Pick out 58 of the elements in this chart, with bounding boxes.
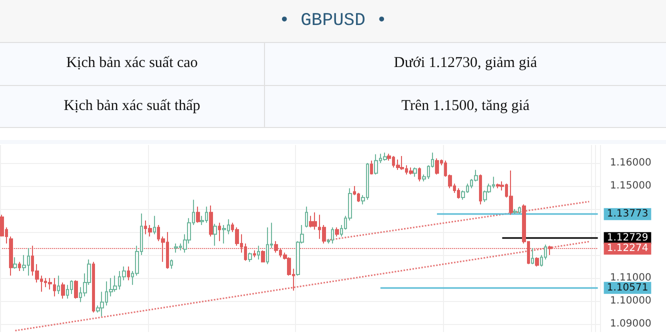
candlestick bbox=[13, 256, 17, 270]
candlestick bbox=[305, 206, 308, 228]
candlestick bbox=[66, 284, 69, 300]
text: Kịch bản xác suất thấp bbox=[0, 85, 264, 127]
text: Dưới 1.12730, giảm giá bbox=[264, 43, 666, 85]
candlestick bbox=[127, 266, 130, 281]
candlestick bbox=[509, 170, 513, 216]
y-tick-label: 1.11000 bbox=[610, 272, 652, 284]
candlestick bbox=[396, 158, 400, 170]
candlestick bbox=[513, 208, 517, 214]
y-tick-label: 1.09000 bbox=[610, 318, 652, 330]
candlestick bbox=[113, 275, 117, 292]
candlestick bbox=[218, 222, 221, 242]
candlestick bbox=[74, 280, 78, 300]
candlestick bbox=[213, 223, 217, 246]
candlestick bbox=[383, 152, 387, 162]
candlestick bbox=[479, 174, 482, 205]
candlestick bbox=[153, 215, 156, 235]
candlestick bbox=[331, 226, 334, 244]
candlestick bbox=[309, 215, 313, 228]
candlestick bbox=[53, 277, 56, 297]
candlestick bbox=[418, 167, 421, 182]
ref-line-label: 1.12274 bbox=[606, 243, 648, 254]
candlestick bbox=[57, 275, 60, 295]
text: Trên 1.1500, tăng giá bbox=[264, 85, 666, 127]
ref-line-label: 1.13773 bbox=[606, 208, 648, 220]
candlestick bbox=[335, 226, 339, 238]
candlestick bbox=[409, 167, 413, 175]
y-tick-label: 1.16000 bbox=[610, 157, 652, 168]
y-tick-label: 1.10000 bbox=[610, 295, 652, 306]
candlestick bbox=[257, 245, 260, 260]
candlestick bbox=[61, 282, 65, 300]
candlestick bbox=[531, 248, 534, 265]
candlestick bbox=[374, 154, 378, 175]
candlestick bbox=[413, 167, 417, 178]
candlestick bbox=[400, 156, 404, 170]
candlestick bbox=[248, 252, 252, 262]
text: Kịch bản xác suất cao bbox=[0, 43, 264, 85]
candlestick bbox=[313, 212, 317, 230]
candlestick bbox=[209, 204, 213, 238]
candlestick bbox=[457, 188, 460, 200]
candlestick bbox=[496, 183, 500, 189]
chart-title: • GBPUSD • bbox=[0, 0, 666, 43]
candlestick bbox=[370, 160, 373, 175]
candlestick bbox=[48, 277, 52, 290]
candlestick bbox=[435, 158, 439, 175]
candlestick bbox=[266, 226, 269, 265]
candlestick bbox=[196, 206, 200, 224]
ref-line-label: 1.10571 bbox=[606, 282, 648, 294]
candlestick bbox=[170, 259, 173, 270]
ref-line-label: 1.12729 bbox=[606, 232, 648, 244]
candlestick bbox=[535, 256, 539, 267]
candlestick bbox=[148, 224, 152, 238]
y-tick-label: 1.15000 bbox=[610, 180, 652, 192]
candlestick bbox=[92, 261, 95, 313]
candlestick bbox=[70, 280, 73, 295]
candlestick bbox=[174, 242, 178, 254]
candlestick bbox=[18, 261, 21, 272]
